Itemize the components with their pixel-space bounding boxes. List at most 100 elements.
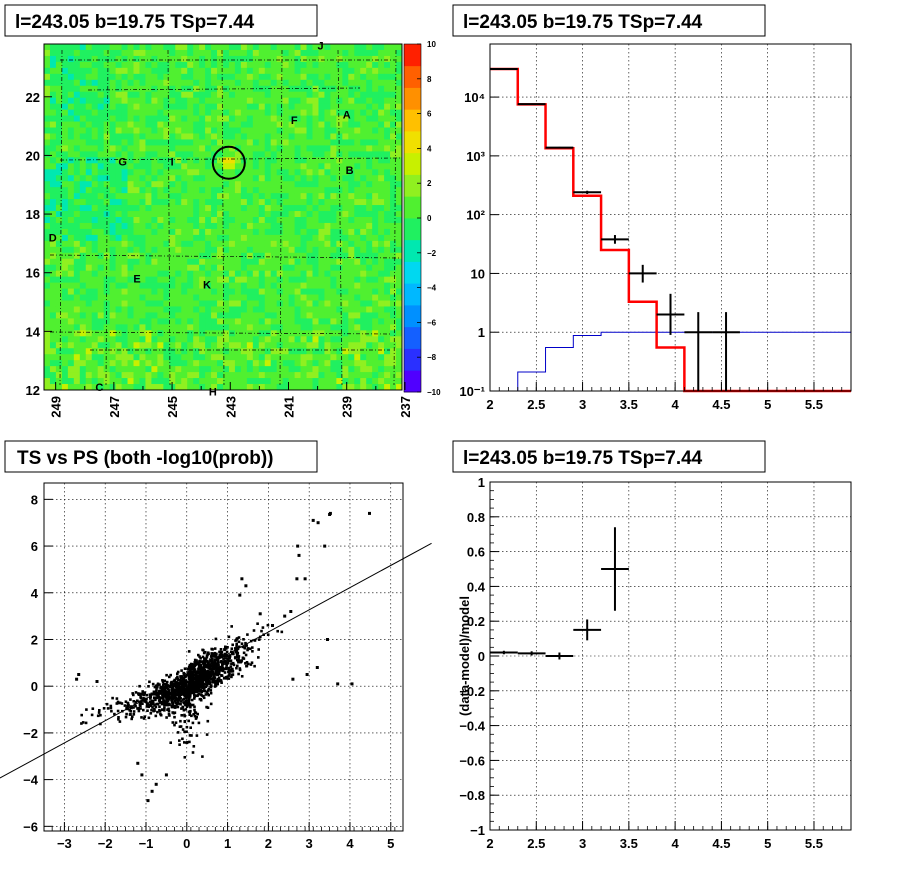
skymap-cell — [330, 205, 337, 212]
skymap-cell — [199, 270, 206, 277]
skymap-cell — [157, 49, 164, 57]
skymap-cell — [246, 372, 254, 379]
skymap-cell — [211, 360, 218, 367]
skymap-cell — [330, 103, 337, 110]
skymap-cell — [67, 85, 75, 93]
skymap-xtick-label: 237 — [398, 396, 413, 418]
skymap-cell — [127, 330, 134, 337]
skymap-cell — [61, 139, 69, 146]
skymap-cell — [217, 294, 224, 301]
skymap-cell — [252, 324, 260, 331]
skymap-cell — [85, 79, 93, 87]
skymap-cell — [44, 234, 51, 242]
skymap-cell — [163, 49, 170, 57]
skymap-cell — [318, 378, 325, 385]
scatter-point — [126, 702, 130, 706]
skymap-cell — [133, 187, 140, 194]
skymap-cell — [103, 91, 110, 98]
skymap-cell — [121, 217, 128, 224]
skymap-cell — [44, 324, 51, 331]
skymap-cell — [175, 336, 182, 343]
skymap-cell — [49, 384, 57, 391]
skymap-cell — [318, 300, 325, 307]
skymap-cell — [223, 312, 230, 319]
skymap-cell — [300, 211, 307, 218]
skymap-cell — [240, 324, 248, 331]
skymap-cell — [85, 157, 93, 164]
skymap-cell — [217, 252, 224, 260]
skymap-cell — [121, 67, 128, 75]
scatter-point — [197, 670, 201, 674]
skymap-cell — [384, 366, 391, 373]
skymap-cell — [217, 378, 224, 385]
skymap-cell — [270, 312, 277, 319]
skymap-cell — [384, 67, 391, 75]
skymap-cell — [306, 103, 313, 110]
scatter-point — [132, 693, 135, 697]
skymap-cell — [258, 55, 266, 63]
skymap-cell — [324, 181, 331, 188]
skymap-cell — [121, 330, 128, 337]
skymap-cell — [193, 187, 200, 194]
skymap-cell — [157, 109, 164, 116]
scatter-point — [188, 702, 192, 706]
skymap-cell — [49, 49, 57, 57]
skymap-cell — [223, 222, 230, 230]
scatter-point — [198, 675, 202, 679]
scatter-point — [209, 658, 212, 661]
skymap-cell — [175, 354, 182, 361]
skymap-cell — [378, 342, 385, 349]
skymap-cell — [109, 240, 116, 248]
skymap-cell — [145, 264, 152, 271]
scatter-point — [186, 667, 189, 671]
skymap-cell — [85, 252, 93, 260]
skymap-cell — [276, 300, 283, 307]
colorbar-swatch — [404, 370, 421, 393]
skymap-cell — [390, 354, 397, 361]
scatter-point — [148, 693, 152, 696]
skymap-cell — [234, 193, 242, 200]
skymap-cell — [336, 342, 343, 349]
skymap-cell — [109, 85, 116, 93]
skymap-cell — [294, 264, 301, 271]
scatter-point — [192, 663, 195, 667]
skymap-cell — [306, 330, 313, 337]
skymap-cell — [312, 67, 319, 75]
skymap-cell — [55, 91, 63, 98]
scatter-point — [180, 676, 184, 680]
skymap-cell — [169, 44, 176, 51]
scatter-point — [190, 690, 193, 694]
skymap-cell — [318, 312, 325, 319]
skymap-cell — [44, 270, 51, 277]
skymap-cell — [127, 163, 134, 170]
scatter-point — [187, 650, 191, 653]
skymap-cell — [336, 348, 343, 355]
skymap-cell — [175, 318, 182, 325]
scatter-point — [182, 708, 186, 712]
scatter-point — [225, 650, 229, 654]
skymap-cell — [163, 205, 170, 212]
skymap-cell — [199, 163, 206, 170]
skymap-cell — [264, 139, 272, 146]
skymap-cell — [258, 264, 266, 271]
skymap-cell — [270, 360, 277, 367]
scatter-point — [194, 677, 197, 680]
skymap-cell — [300, 187, 307, 194]
skymap-cell — [115, 205, 122, 212]
skymap-cell — [360, 91, 367, 98]
skymap-cell — [151, 252, 158, 260]
skymap-cell — [193, 61, 200, 69]
skymap-cell — [372, 228, 379, 236]
skymap-cell — [228, 193, 236, 200]
scatter-point — [190, 714, 193, 718]
skymap-cell — [372, 211, 379, 218]
skymap-cell — [145, 73, 152, 81]
skymap-cell — [163, 115, 170, 122]
skymap-cell — [288, 312, 295, 319]
skymap-cell — [103, 97, 110, 104]
skymap-cell — [318, 211, 325, 218]
scatter-point — [246, 648, 249, 652]
skymap-cell — [234, 199, 242, 206]
skymap-cell — [175, 91, 182, 98]
scatter-point — [194, 688, 198, 691]
